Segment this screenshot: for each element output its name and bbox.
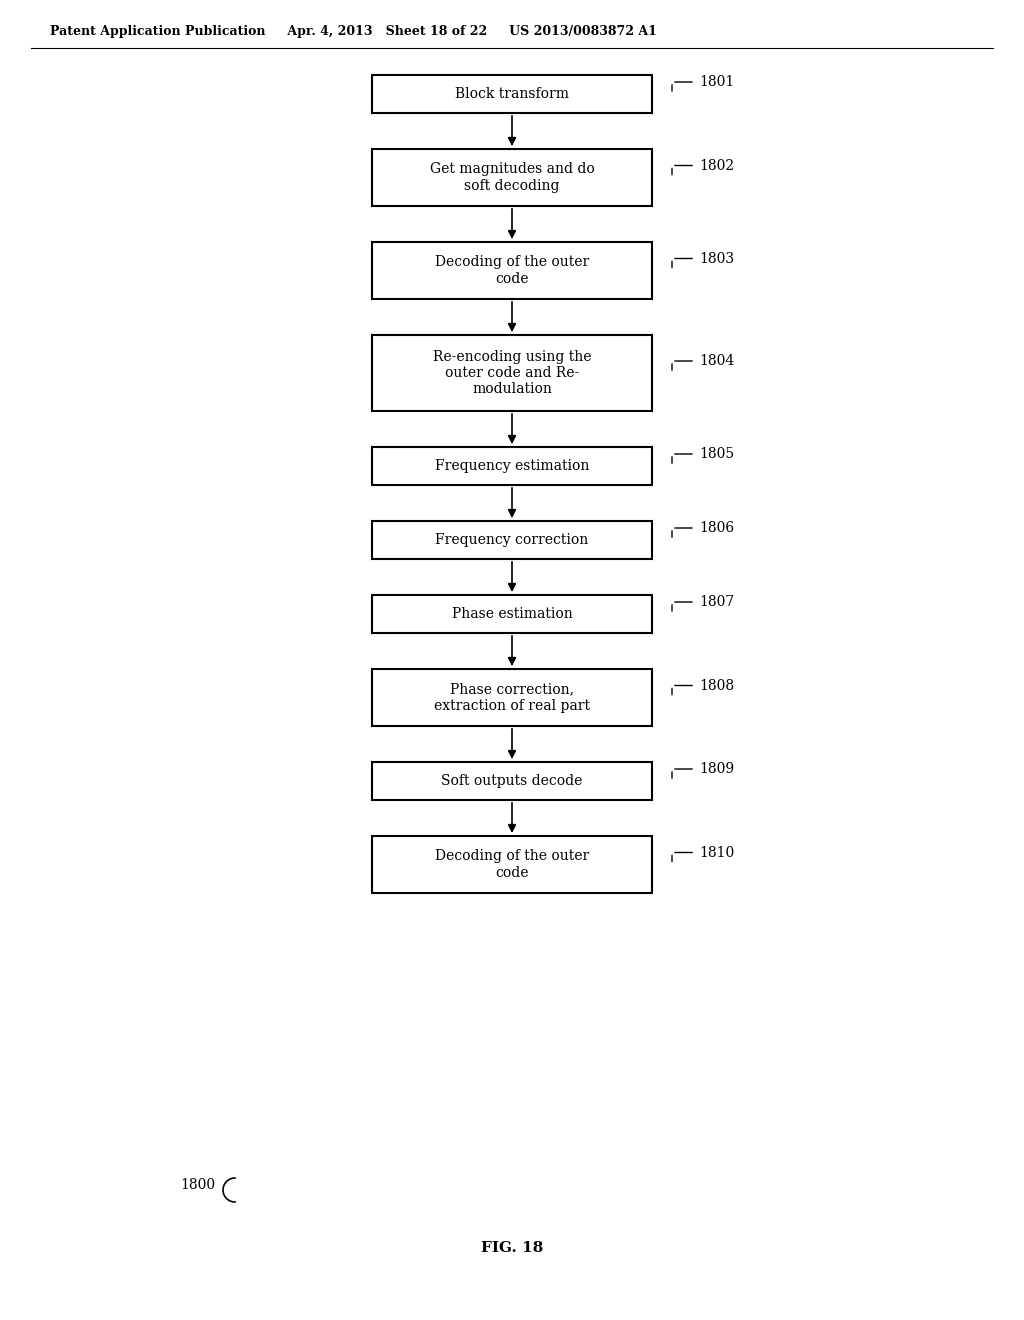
Text: Block transform: Block transform [455,87,569,102]
Text: Re-encoding using the
outer code and Re-
modulation: Re-encoding using the outer code and Re-… [433,350,591,396]
Text: 1801: 1801 [699,75,734,88]
Text: 1802: 1802 [699,158,734,173]
Text: 1809: 1809 [699,762,734,776]
FancyBboxPatch shape [372,521,652,558]
Text: Patent Application Publication     Apr. 4, 2013   Sheet 18 of 22     US 2013/008: Patent Application Publication Apr. 4, 2… [50,25,656,38]
Text: Get magnitudes and do
soft decoding: Get magnitudes and do soft decoding [430,162,594,193]
Text: Phase correction,
extraction of real part: Phase correction, extraction of real par… [434,682,590,713]
Text: FIG. 18: FIG. 18 [481,1241,543,1255]
FancyBboxPatch shape [372,242,652,300]
FancyBboxPatch shape [372,836,652,894]
FancyBboxPatch shape [372,447,652,484]
Text: 1805: 1805 [699,447,734,461]
Text: 1804: 1804 [699,354,734,368]
Text: Decoding of the outer
code: Decoding of the outer code [435,255,589,285]
Text: 1803: 1803 [699,252,734,265]
FancyBboxPatch shape [372,335,652,411]
Text: 1807: 1807 [699,595,734,609]
Text: 1800: 1800 [180,1177,215,1192]
Text: 1810: 1810 [699,846,734,859]
FancyBboxPatch shape [372,669,652,726]
FancyBboxPatch shape [372,149,652,206]
Text: Soft outputs decode: Soft outputs decode [441,774,583,788]
Text: 1808: 1808 [699,678,734,693]
Text: Phase estimation: Phase estimation [452,607,572,620]
Text: Decoding of the outer
code: Decoding of the outer code [435,849,589,879]
FancyBboxPatch shape [372,595,652,634]
Text: Frequency correction: Frequency correction [435,533,589,546]
FancyBboxPatch shape [372,762,652,800]
FancyBboxPatch shape [372,75,652,114]
Text: 1806: 1806 [699,521,734,535]
Text: Frequency estimation: Frequency estimation [435,459,589,473]
